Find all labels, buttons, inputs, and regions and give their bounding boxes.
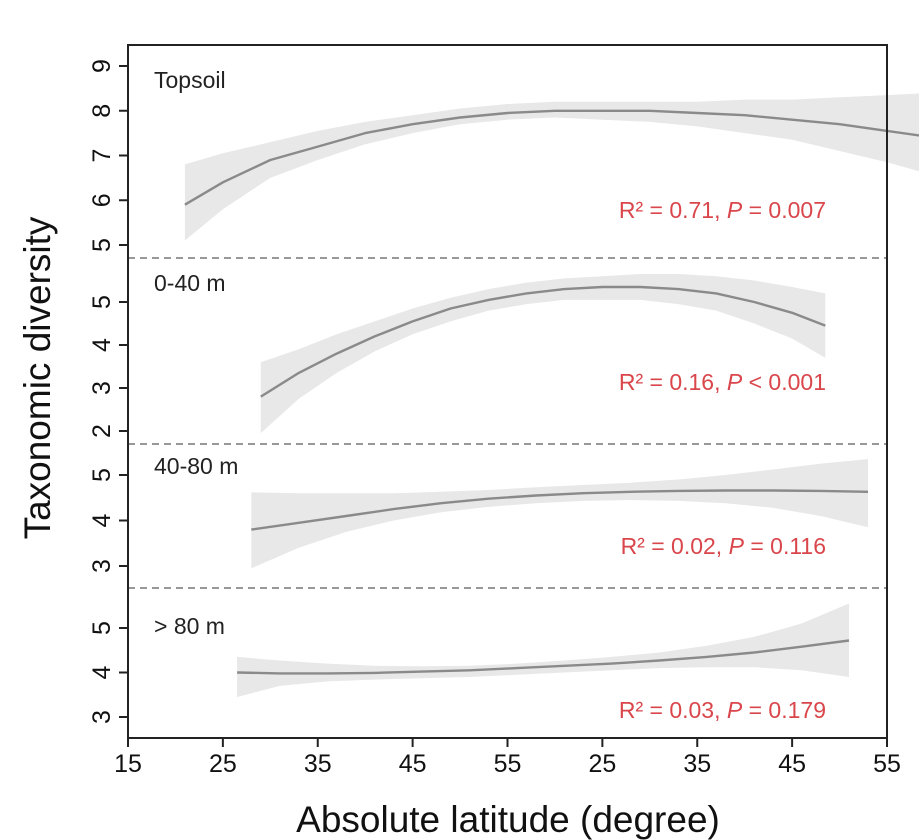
panel-dividers xyxy=(128,257,887,589)
x-tick-label: 35 xyxy=(683,750,711,778)
x-tick-label: 25 xyxy=(588,750,616,778)
panel-label: 0-40 m xyxy=(154,270,226,296)
y-tick-label: 5 xyxy=(88,621,116,635)
stat-p-letter: P xyxy=(729,533,745,559)
y-tick-label: 3 xyxy=(88,381,116,395)
y-tick-label: 4 xyxy=(88,513,116,527)
panel-labels: Topsoil 0-40 m 40-80 m > 80 m xyxy=(154,67,238,639)
y-tick-label: 5 xyxy=(88,238,116,252)
confidence-band xyxy=(251,459,869,569)
x-tick-label: 45 xyxy=(399,750,427,778)
x-tick-label: 55 xyxy=(494,750,522,778)
panel-label: > 80 m xyxy=(154,613,225,639)
y-tick-label: 7 xyxy=(88,149,116,163)
regression-stats: R² = 0.71, P = 0.007 R² = 0.16, P < 0.001… xyxy=(619,197,826,723)
x-tick-label: 25 xyxy=(209,750,237,778)
stat-p-value: = 0.179 xyxy=(742,697,826,723)
y-tick-label: 2 xyxy=(88,424,116,438)
stat-p-letter: P xyxy=(727,197,743,223)
x-tick-label: 45 xyxy=(778,750,806,778)
stat-r2: R² = 0.16, xyxy=(619,369,727,395)
stat-p-value: < 0.001 xyxy=(742,369,826,395)
stat-p-value: = 0.007 xyxy=(742,197,826,223)
y-tick-label: 4 xyxy=(88,665,116,679)
panel-label: Topsoil xyxy=(154,67,226,93)
panel-label: 40-80 m xyxy=(154,453,238,479)
fit-line xyxy=(237,639,850,675)
x-tick-label: 15 xyxy=(114,750,142,778)
y-tick-label: 4 xyxy=(88,338,116,352)
x-axis-title: Absolute latitude (degree) xyxy=(296,799,720,840)
x-tick-label: 35 xyxy=(304,750,332,778)
stat-r2: R² = 0.03, xyxy=(619,697,727,723)
y-tick-label: 9 xyxy=(88,59,116,73)
stat-r2: R² = 0.02, xyxy=(621,533,729,559)
confidence-band xyxy=(184,93,919,241)
y-tick-label: 3 xyxy=(88,559,116,573)
stat-annotation: R² = 0.71, P = 0.007 xyxy=(619,197,826,223)
fit-line xyxy=(260,285,826,398)
y-tick-label: 8 xyxy=(88,104,116,118)
y-tick-label: 3 xyxy=(88,710,116,724)
y-axis-title: Taxonomic diversity xyxy=(17,216,58,539)
confidence-band xyxy=(237,603,850,697)
stat-p-letter: P xyxy=(727,369,743,395)
stat-annotation: R² = 0.03, P = 0.179 xyxy=(619,697,826,723)
confidence-band xyxy=(260,274,826,434)
stat-annotation: R² = 0.02, P = 0.116 xyxy=(621,533,826,559)
fit-line xyxy=(251,489,869,531)
y-tick-label: 6 xyxy=(88,193,116,207)
x-tick-label: 55 xyxy=(873,750,901,778)
y-tick-label: 5 xyxy=(88,295,116,309)
stat-r2: R² = 0.71, xyxy=(619,197,727,223)
stat-p-letter: P xyxy=(727,697,743,723)
y-tick-label: 5 xyxy=(88,468,116,482)
stat-annotation: R² = 0.16, P < 0.001 xyxy=(619,369,826,395)
stat-p-value: = 0.116 xyxy=(744,533,826,559)
